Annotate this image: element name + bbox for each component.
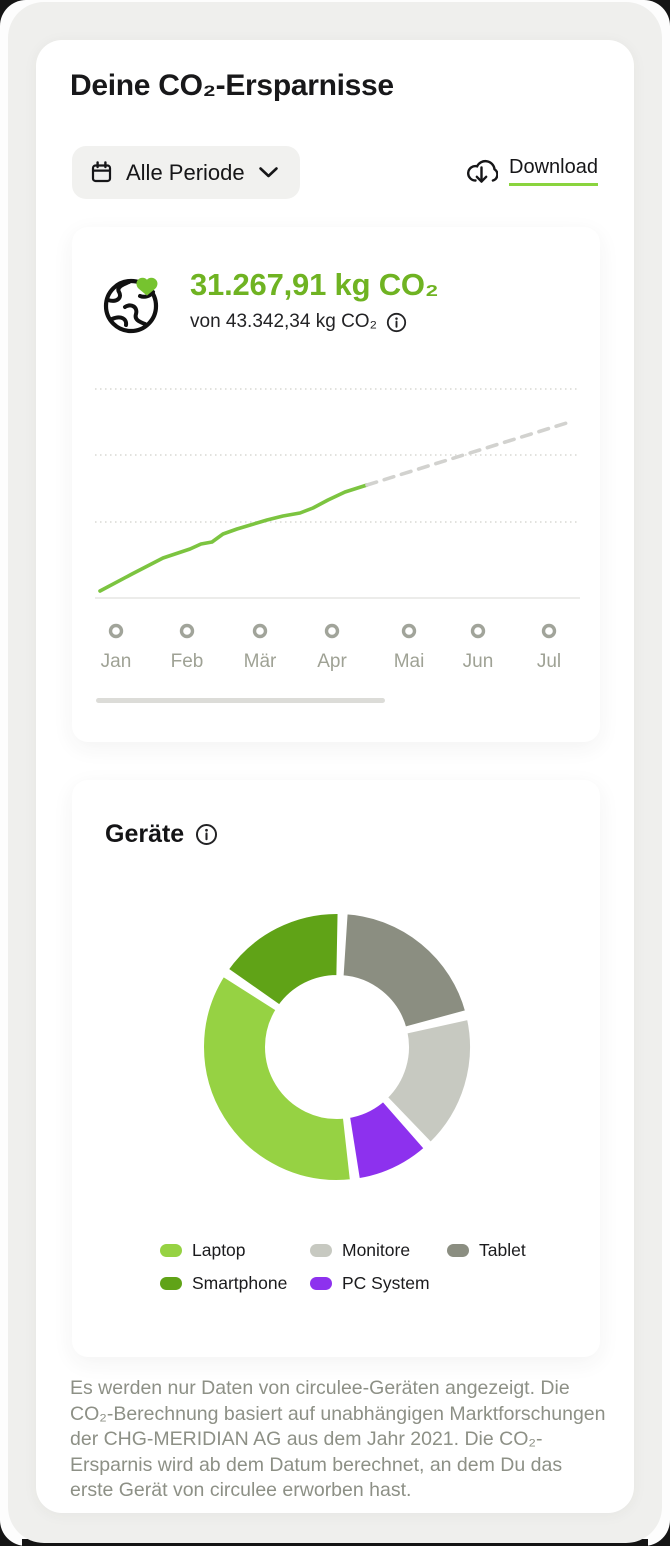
chart-scrollbar[interactable]	[96, 698, 385, 703]
donut-slice-laptop[interactable]	[200, 972, 354, 1184]
download-label: Download	[509, 156, 598, 186]
x-axis-label: Apr	[317, 651, 347, 672]
x-axis-label: Jul	[537, 651, 561, 672]
savings-chart-card: 31.267,91 kg CO₂ von 43.342,34 kg CO₂ Ja…	[72, 227, 600, 742]
legend-label: Tablet	[479, 1239, 526, 1260]
legend-item-monitore: Monitore	[310, 1239, 410, 1261]
legend-swatch	[160, 1243, 182, 1257]
savings-info-button[interactable]	[386, 312, 407, 333]
legend-label: Smartphone	[192, 1272, 288, 1293]
x-axis-label: Feb	[171, 651, 204, 672]
series-achieved	[98, 483, 369, 593]
donut-slice-smartphone[interactable]	[224, 910, 342, 1009]
x-axis-label: Mär	[244, 651, 277, 672]
legend-swatch	[310, 1276, 332, 1290]
co2-total-value: von 43.342,34 kg CO₂	[190, 311, 377, 332]
chevron-down-icon	[258, 167, 278, 178]
period-filter-label: Alle Periode	[126, 159, 245, 185]
donut-slice-monitore[interactable]	[383, 1015, 474, 1147]
devices-info-button[interactable]	[195, 823, 218, 846]
info-icon	[196, 823, 218, 846]
legend-label: Monitore	[342, 1239, 411, 1260]
co2-savings-sheet: Deine CO₂-Ersparnisse Alle Periode Downl…	[36, 40, 634, 1513]
series-projection	[365, 419, 575, 487]
x-axis-tick	[108, 623, 124, 639]
x-axis-tick	[324, 623, 340, 639]
globe-heart-icon	[98, 270, 166, 338]
x-axis-tick	[541, 623, 557, 639]
legend-swatch	[310, 1243, 332, 1257]
cloud-download-icon	[467, 159, 499, 183]
devices-donut-chart[interactable]	[192, 902, 482, 1192]
x-axis-tick	[179, 623, 195, 639]
x-axis-label: Jan	[101, 651, 132, 672]
devices-card: Geräte Laptop Monitore Tablet Smartphone PC …	[72, 780, 600, 1357]
co2-saved-value: 31.267,91 kg CO₂	[190, 267, 439, 302]
x-axis-label: Jun	[463, 651, 494, 672]
legend-item-tablet: Tablet	[447, 1239, 526, 1261]
donut-slice-tablet[interactable]	[339, 910, 470, 1031]
x-axis-label: Mai	[394, 651, 425, 672]
legend-swatch	[160, 1276, 182, 1290]
co2-line-chart[interactable]: Jan Feb Mär Apr Mai Jun Jul	[72, 365, 600, 710]
legend-item-laptop: Laptop	[160, 1239, 246, 1261]
legend-label: PC System	[342, 1272, 430, 1293]
legend-label: Laptop	[192, 1239, 246, 1260]
legend-item-smartphone: Smartphone	[160, 1272, 287, 1294]
donut-slice-pc-system[interactable]	[345, 1097, 429, 1183]
legend-item-pc-system: PC System	[310, 1272, 430, 1294]
x-axis-tick	[252, 623, 268, 639]
calendar-icon	[91, 161, 112, 183]
info-icon	[386, 312, 407, 332]
footer-disclaimer: Es werden nur Daten von circulee-Geräten…	[70, 1377, 606, 1501]
period-filter-dropdown[interactable]: Alle Periode	[72, 146, 300, 199]
page-title: Deine CO₂-Ersparnisse	[70, 69, 394, 102]
devices-card-title: Geräte	[105, 820, 185, 848]
x-axis-tick	[470, 623, 486, 639]
x-axis-tick	[401, 623, 417, 639]
legend-swatch	[447, 1243, 469, 1257]
download-button[interactable]: Download	[465, 156, 598, 186]
